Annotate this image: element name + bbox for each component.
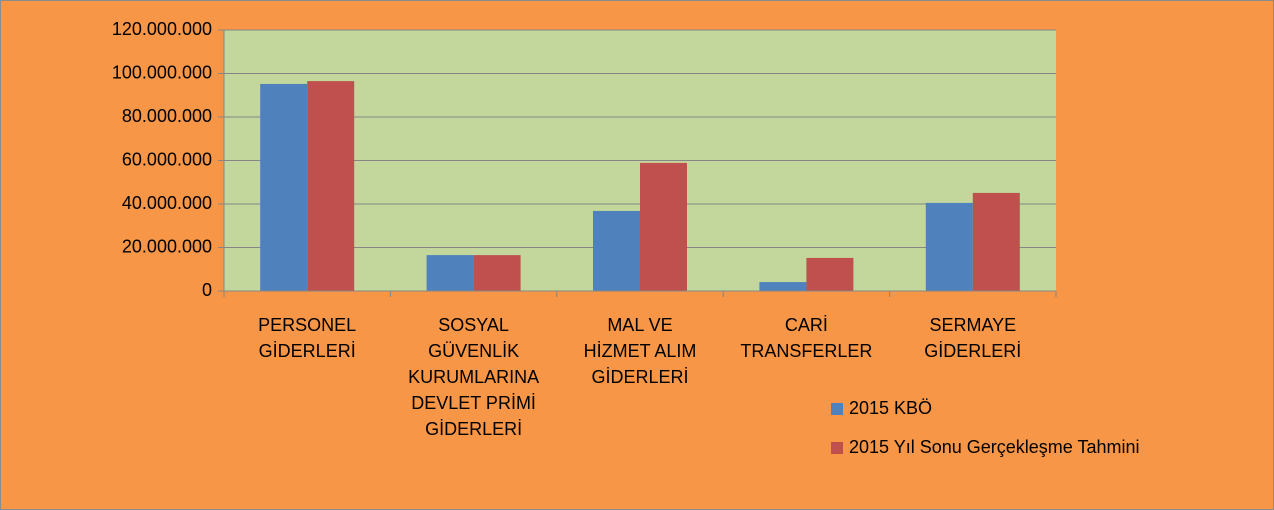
y-tick-label: 40.000.000 [122, 193, 212, 213]
x-tick-label: PERSONEL GİDERLERİ [258, 315, 357, 361]
y-tick-label: 100.000.000 [112, 62, 212, 82]
x-tick-label: MAL VE HİZMET ALIM GİDERLERİ [583, 315, 697, 387]
bar [593, 210, 640, 291]
x-tick-label: CARİ TRANSFERLER [740, 315, 873, 361]
bar [307, 81, 355, 291]
x-tick-label: SOSYAL GÜVENLİK KURUMLARINA DEVLET PRİMİ… [408, 315, 540, 439]
y-tick-label: 20.000.000 [122, 236, 212, 256]
bar [759, 282, 807, 291]
y-tick-label: 120.000.000 [112, 19, 212, 39]
bar [473, 255, 521, 291]
legend-label: 2015 KBÖ [849, 398, 932, 418]
y-tick-label: 80.000.000 [122, 106, 212, 126]
legend-swatch [831, 403, 843, 415]
bar [260, 83, 308, 291]
x-tick-label: SERMAYE GİDERLERİ [924, 315, 1022, 361]
bar [925, 202, 973, 291]
bar [640, 162, 687, 291]
bar [806, 257, 854, 291]
legend-swatch [831, 442, 843, 454]
legend-label: 2015 Yıl Sonu Gerçekleşme Tahmini [849, 437, 1140, 457]
bar [426, 255, 474, 291]
y-tick-label: 0 [202, 280, 212, 300]
bar [972, 192, 1020, 291]
y-tick-label: 60.000.000 [122, 149, 212, 169]
